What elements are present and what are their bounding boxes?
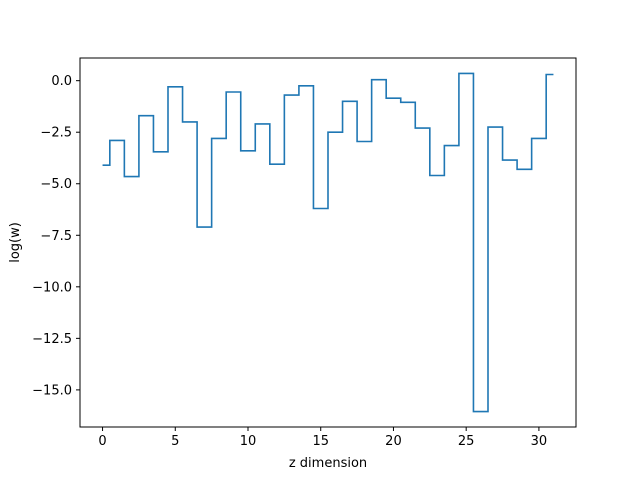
x-tick-label: 15 [312,434,329,449]
x-tick-label: 30 [531,434,548,449]
x-axis-label: z dimension [289,456,367,471]
x-axis-ticks: 0 5 10 15 20 25 30 [98,427,547,449]
x-tick-label: 20 [385,434,402,449]
plot-area [102,72,554,413]
y-axis-label: log(w) [8,222,23,263]
x-tick-label: 10 [240,434,257,449]
y-tick-label: −2.5 [40,126,72,141]
series-line-0 [102,72,554,413]
y-tick-label: −12.5 [32,332,72,347]
y-tick-label: −10.0 [32,280,72,295]
x-tick-label: 5 [171,434,179,449]
x-tick-label: 25 [458,434,475,449]
y-tick-label: −7.5 [40,229,72,244]
y-tick-label: −5.0 [40,177,72,192]
plot-frame [79,57,577,428]
y-tick-label: 0.0 [51,74,72,89]
y-tick-label: −15.0 [32,383,72,398]
x-tick-label: 0 [98,434,106,449]
y-axis-ticks: 0.0 −2.5 −5.0 −7.5 −10.0 −12.5 −15.0 [32,74,80,398]
